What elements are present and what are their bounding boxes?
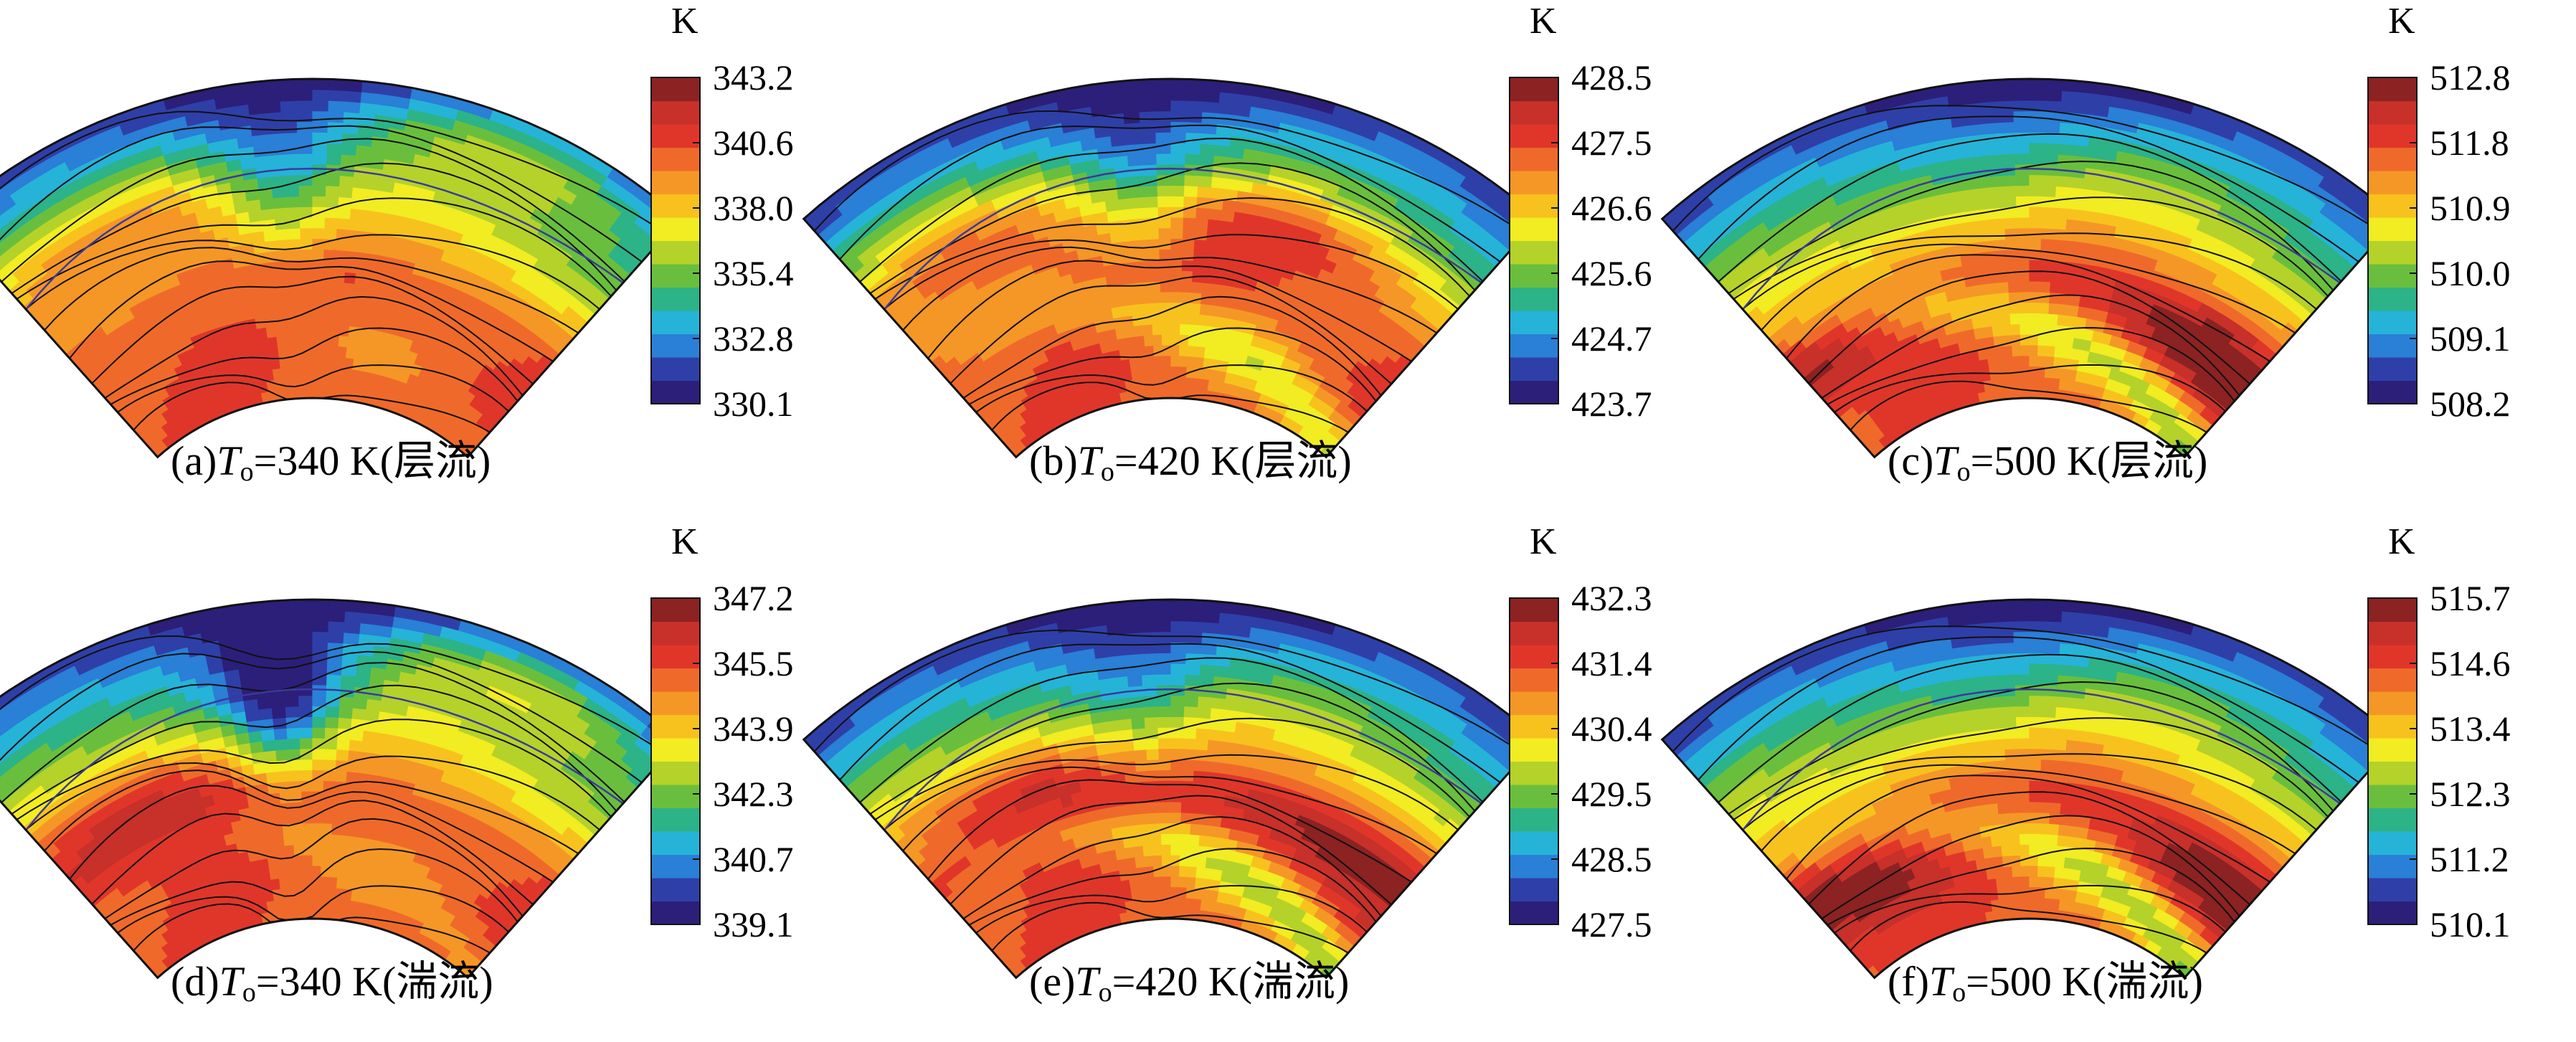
plot-d <box>0 597 701 980</box>
colorbar-tick-label: 427.5 <box>1571 123 1652 163</box>
panel-a: 343.2 340.6 338.0 335.4 332.8 330.1 K (a)To=340… <box>0 0 858 521</box>
caption-label: (f) <box>1888 958 1929 1005</box>
colorbar-tick-label: 512.3 <box>2430 774 2511 814</box>
caption-subscript: o <box>1956 457 1971 487</box>
panel-caption: (b)To=420 K(层流) <box>1029 440 1352 486</box>
colorbar-tick-label: 431.4 <box>1571 643 1652 683</box>
caption-label: (b) <box>1029 437 1078 484</box>
colorbar-tick-label: 339.1 <box>713 904 794 944</box>
caption-label: (d) <box>171 958 219 1005</box>
colorbar-tick-label: 423.7 <box>1571 384 1652 424</box>
caption-condition: =340 K(层流) <box>253 437 491 484</box>
plot-a <box>0 77 701 459</box>
colorbar-tick-label: 428.5 <box>1571 839 1652 879</box>
colorbar-unit: K <box>1530 521 1557 562</box>
plot-f <box>1660 597 2418 980</box>
panel-e: 432.3 431.4 430.4 429.5 428.5 427.5 K (e)To=420… <box>802 521 1717 1041</box>
colorbar-e <box>1509 597 1559 925</box>
colorbar-tick-label: 426.6 <box>1571 188 1652 228</box>
panel-f: 515.7 514.6 513.4 512.3 511.2 510.1 K (f)To=500… <box>1660 521 2575 1041</box>
colorbar-tick-label: 340.7 <box>713 839 794 879</box>
colorbar-unit: K <box>671 1 699 42</box>
contour-field-b <box>803 79 1539 458</box>
panel-caption: (f)To=500 K(湍流) <box>1888 958 2203 1008</box>
colorbar-tick-label: 340.6 <box>713 123 794 163</box>
colorbar-tick-label: 511.8 <box>2430 123 2509 163</box>
caption-label: (e) <box>1029 958 1076 1005</box>
colorbar-tick-label: 342.3 <box>713 774 794 814</box>
caption-subscript: o <box>240 457 254 487</box>
panel-c: 512.8 511.8 510.9 510.0 509.1 508.2 K (c)To=500… <box>1660 0 2575 521</box>
colorbar-tick-label: 335.4 <box>713 253 794 293</box>
caption-condition: =500 K(层流) <box>1970 437 2208 484</box>
colorbar-tick-label: 343.9 <box>713 709 794 749</box>
colorbar-tick-label: 432.3 <box>1571 578 1652 618</box>
colorbar-tick-label: 514.6 <box>2430 643 2511 683</box>
caption-subscript: o <box>1098 977 1112 1008</box>
contour-field-c <box>1662 79 2397 458</box>
colorbar-b <box>1509 77 1559 404</box>
colorbar-tick-label: 510.9 <box>2430 188 2511 228</box>
colorbar-tick-label: 508.2 <box>2430 384 2511 424</box>
panel-caption: (c)To=500 K(层流) <box>1888 440 2207 486</box>
caption-label: (c) <box>1888 437 1934 484</box>
caption-subscript: o <box>1952 977 1966 1008</box>
colorbar-tick-label: 424.7 <box>1571 318 1652 359</box>
colorbar-f <box>2367 597 2418 925</box>
panel-caption: (a)To=340 K(层流) <box>171 440 491 486</box>
colorbar-unit: K <box>2388 521 2415 562</box>
colorbar-tick-label: 343.2 <box>713 57 794 98</box>
colorbar-tick-label: 427.5 <box>1571 904 1652 944</box>
caption-symbol: T <box>217 437 240 484</box>
plot-b <box>802 77 1559 459</box>
plot-c <box>1660 77 2418 459</box>
colorbar-tick-label: 429.5 <box>1571 774 1652 814</box>
colorbar-tick-label: 347.2 <box>713 578 794 618</box>
colorbar-unit: K <box>2388 1 2415 42</box>
colorbar-tick-label: 428.5 <box>1571 57 1652 98</box>
colorbar-tick-label: 430.4 <box>1571 709 1652 749</box>
caption-symbol: T <box>1933 437 1957 484</box>
colorbar-tick-label: 332.8 <box>713 318 794 359</box>
colorbar-tick-label: 510.0 <box>2430 253 2511 293</box>
colorbar-unit: K <box>1530 1 1557 42</box>
colorbar-tick-label: 510.1 <box>2430 904 2511 944</box>
panel-caption: (e)To=420 K(湍流) <box>1029 958 1350 1008</box>
colorbar-tick-label: 509.1 <box>2430 318 2511 359</box>
colorbar-unit: K <box>671 521 699 562</box>
caption-condition: =420 K(湍流) <box>1112 958 1350 1005</box>
caption-condition: =420 K(层流) <box>1114 437 1352 484</box>
colorbar-tick-label: 338.0 <box>713 188 794 228</box>
contour-field-e <box>803 600 1539 978</box>
plot-e <box>802 597 1559 980</box>
colorbar-tick-label: 330.1 <box>713 384 794 424</box>
caption-symbol: T <box>1077 437 1101 484</box>
caption-label: (a) <box>171 437 217 484</box>
panel-d: 347.2 345.5 343.9 342.3 340.7 339.1 K (d)To=340… <box>0 521 858 1041</box>
colorbar-tick-label: 512.8 <box>2430 57 2511 98</box>
caption-symbol: T <box>219 958 242 1005</box>
caption-symbol: T <box>1075 958 1099 1005</box>
colorbar-tick-label: 515.7 <box>2430 578 2511 618</box>
panel-b: 428.5 427.5 426.6 425.6 424.7 423.7 K (b)To=420… <box>802 0 1717 521</box>
colorbar-d <box>650 597 701 925</box>
caption-condition: =340 K(湍流) <box>255 958 493 1005</box>
caption-subscript: o <box>1100 457 1114 487</box>
colorbar-tick-label: 511.2 <box>2430 839 2509 879</box>
colorbar-tick-label: 425.6 <box>1571 253 1652 293</box>
colorbar-tick-label: 345.5 <box>713 643 794 683</box>
contour-field-d <box>0 600 681 978</box>
caption-condition: =500 K(湍流) <box>1966 958 2203 1005</box>
colorbar-a <box>650 77 701 404</box>
caption-symbol: T <box>1928 958 1953 1005</box>
colorbar-c <box>2367 77 2418 404</box>
contour-field-f <box>1662 600 2397 978</box>
caption-subscript: o <box>242 977 256 1008</box>
colorbar-tick-label: 513.4 <box>2430 709 2511 749</box>
panel-caption: (d)To=340 K(湍流) <box>171 958 493 1008</box>
